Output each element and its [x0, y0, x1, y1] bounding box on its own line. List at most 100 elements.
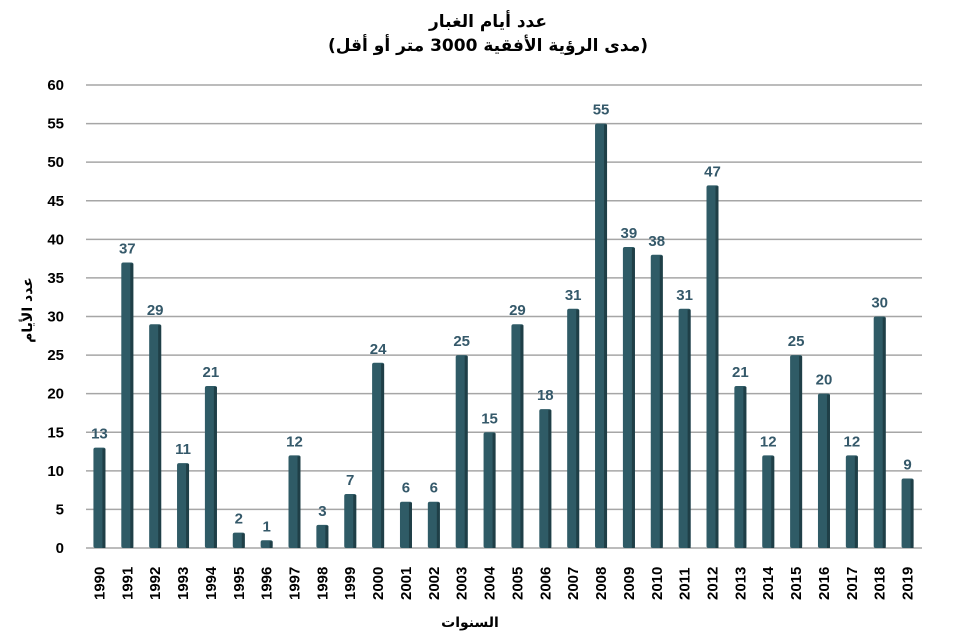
bar	[595, 123, 608, 548]
bar-side	[130, 263, 134, 548]
bar	[762, 455, 775, 548]
data-label: 37	[119, 240, 136, 257]
bar-side	[548, 410, 552, 548]
bar	[901, 478, 914, 548]
bar-side	[715, 186, 719, 549]
x-tick-label: 2019	[900, 567, 917, 600]
x-tick-label: 2015	[788, 567, 805, 600]
data-label: 29	[147, 302, 164, 319]
y-tick-label: 60	[47, 77, 64, 94]
x-tick-label: 2018	[872, 567, 889, 600]
bar-side	[743, 386, 747, 548]
x-tick-label: 2017	[844, 567, 861, 600]
data-label: 12	[286, 433, 303, 450]
data-label: 6	[430, 480, 438, 497]
bar	[706, 185, 719, 549]
subtitle-line: (مدى الرؤية الأفقية 3000 متر أو أقل)	[327, 36, 649, 56]
bar-side	[771, 456, 775, 548]
x-tick-label: 2016	[816, 567, 833, 600]
y-tick-label: 25	[47, 347, 64, 364]
bar	[622, 247, 635, 549]
data-label: 12	[760, 433, 777, 450]
bar-side	[576, 309, 580, 548]
x-tick-label: 1995	[231, 567, 248, 600]
y-tick-label: 15	[47, 424, 64, 441]
x-tick-label: 2013	[732, 567, 749, 600]
x-axis-ticks: 1990 1991 1992 1993 1994 1995 1996 1997 1998 1999…	[91, 566, 916, 600]
bar-side	[659, 255, 663, 548]
bar	[427, 501, 440, 548]
x-tick-label: 2008	[593, 567, 610, 600]
x-tick-label: 1990	[91, 567, 108, 600]
bar-side	[436, 502, 440, 548]
x-tick-label: 2009	[621, 567, 638, 600]
y-tick-label: 40	[47, 231, 64, 248]
y-tick-label: 30	[47, 309, 64, 326]
bar-side	[687, 309, 691, 548]
bar	[539, 409, 552, 548]
data-label: 31	[676, 287, 693, 304]
data-label: 1	[262, 518, 270, 535]
y-tick-label: 0	[56, 540, 64, 557]
bar	[817, 393, 830, 548]
x-tick-label: 2004	[482, 566, 499, 600]
data-label: 38	[648, 233, 665, 250]
bar-side	[882, 317, 886, 548]
data-label: 2	[235, 511, 243, 528]
x-tick-label: 2002	[426, 567, 443, 600]
x-tick-label: 2011	[677, 567, 694, 600]
bar-side	[520, 325, 524, 548]
x-axis-label: السنوات	[441, 615, 499, 631]
bar-side	[297, 456, 301, 548]
bar-side	[353, 494, 357, 548]
x-tick-label: 2006	[537, 567, 554, 600]
data-label: 11	[175, 441, 191, 458]
bar-side	[325, 525, 329, 548]
bar-side	[241, 533, 245, 548]
y-tick-label: 45	[47, 193, 64, 210]
x-tick-label: 2003	[454, 567, 471, 600]
bar	[873, 316, 886, 548]
bar	[232, 532, 245, 548]
bar	[177, 463, 190, 548]
bar-side	[910, 479, 914, 548]
bar	[204, 385, 217, 548]
x-tick-label: 2005	[509, 567, 526, 600]
x-tick-label: 1998	[314, 567, 331, 600]
bar	[344, 493, 357, 548]
bar	[121, 262, 134, 548]
data-label: 13	[91, 426, 108, 443]
bar-side	[102, 448, 106, 548]
data-label: 6	[402, 480, 410, 497]
x-tick-label: 1993	[175, 567, 192, 600]
bar	[93, 447, 106, 548]
bar-side	[186, 464, 190, 548]
x-tick-label: 1991	[119, 567, 136, 600]
data-label: 18	[537, 387, 554, 404]
bar	[483, 432, 496, 548]
chart-title: عدد أيام الغبار (مدى الرؤية الأفقية 3000…	[0, 10, 976, 58]
data-label: 12	[843, 433, 860, 450]
title-line: عدد أيام الغبار	[429, 12, 547, 32]
bars	[93, 123, 914, 549]
bar-side	[408, 502, 412, 548]
bar-side	[213, 386, 217, 548]
data-label: 21	[732, 364, 749, 381]
y-axis-label: عدد الأيام	[19, 277, 36, 343]
bar	[511, 324, 524, 548]
bar	[149, 324, 162, 548]
x-tick-label: 1992	[147, 567, 164, 600]
data-label: 21	[203, 364, 220, 381]
x-tick-label: 1994	[203, 566, 220, 600]
bar	[845, 455, 858, 548]
y-tick-label: 35	[47, 270, 64, 287]
y-tick-label: 50	[47, 154, 64, 171]
bar	[316, 524, 329, 548]
bar-side	[269, 541, 273, 548]
y-tick-label: 55	[47, 116, 64, 133]
bar	[288, 455, 301, 548]
x-tick-label: 2000	[370, 567, 387, 600]
bar-side	[854, 456, 858, 548]
